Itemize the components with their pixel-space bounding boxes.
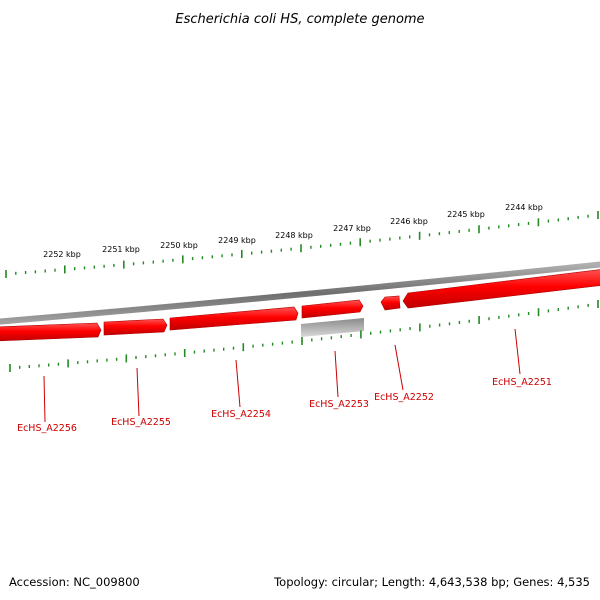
gene-arrow-EcHS_A2253[interactable] (301, 299, 364, 319)
callout-line-EcHS_A2252 (394, 344, 404, 391)
callout-line-EcHS_A2254 (235, 359, 241, 408)
selected-region-bar (301, 318, 364, 337)
scale-label-2250: 2250 kbp (160, 241, 198, 250)
gene-arrow-EcHS_A2256[interactable] (0, 322, 102, 342)
genome-backbone (0, 261, 600, 325)
callout-line-EcHS_A2253 (334, 350, 339, 398)
accession-text: Accession: NC_009800 (9, 575, 140, 589)
outer-scale-ticks (5, 211, 599, 278)
callout-line-EcHS_A2256 (43, 375, 46, 423)
gene-labels: EcHS_A2256 EcHS_A2255 EcHS_A2254 EcHS_A2… (17, 377, 552, 434)
gene-label-EcHS_A2254: EcHS_A2254 (211, 409, 271, 420)
scale-label-2245: 2245 kbp (447, 210, 485, 219)
gene-arrow-EcHS_A2251[interactable] (402, 269, 600, 309)
callout-line-EcHS_A2251 (514, 328, 521, 375)
gene-arrow-EcHS_A2254[interactable] (169, 306, 299, 331)
genome-summary-text: Topology: circular; Length: 4,643,538 bp… (273, 575, 590, 589)
map-title: Escherichia coli HS, complete genome (175, 12, 424, 27)
inner-scale-ticks (9, 300, 599, 372)
scale-label-2251: 2251 kbp (102, 245, 140, 254)
gene-label-callouts (43, 328, 521, 423)
gene-label-EcHS_A2256: EcHS_A2256 (17, 423, 77, 434)
gene-label-EcHS_A2252: EcHS_A2252 (374, 392, 434, 403)
gene-label-EcHS_A2251: EcHS_A2251 (492, 377, 552, 388)
scale-label-2248: 2248 kbp (275, 231, 313, 240)
scale-label-2247: 2247 kbp (333, 224, 371, 233)
gene-label-EcHS_A2255: EcHS_A2255 (111, 417, 171, 428)
scale-labels: 2252 kbp 2251 kbp 2250 kbp 2249 kbp 2248… (43, 203, 543, 259)
callout-line-EcHS_A2255 (136, 367, 140, 417)
scale-label-2249: 2249 kbp (218, 236, 256, 245)
gene-track (0, 269, 600, 342)
gene-arrow-EcHS_A2255[interactable] (103, 318, 168, 336)
scale-label-2244: 2244 kbp (505, 203, 543, 212)
gene-label-EcHS_A2253: EcHS_A2253 (309, 399, 369, 410)
scale-label-2252: 2252 kbp (43, 250, 81, 259)
scale-label-2246: 2246 kbp (390, 217, 428, 226)
gene-arrow-EcHS_A2252[interactable] (380, 295, 401, 311)
